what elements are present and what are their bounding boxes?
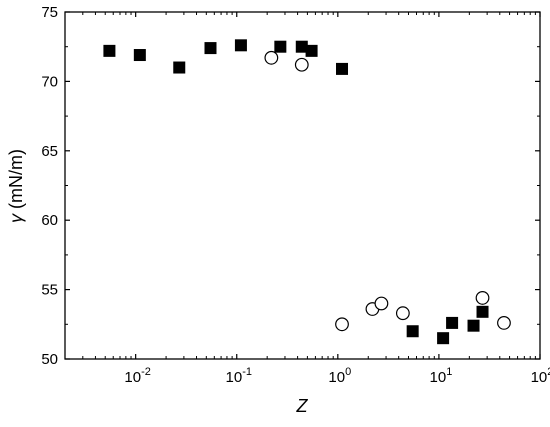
y-tick-label: 65 xyxy=(41,143,58,160)
data-point-filled-square xyxy=(274,40,287,53)
data-point-filled-square xyxy=(103,44,116,57)
data-point-filled-square xyxy=(305,44,318,57)
x-tick-label: 10-2 xyxy=(124,366,150,386)
data-point-filled-square xyxy=(295,40,308,53)
data-point-filled-square xyxy=(133,49,146,62)
x-axis-title: Z xyxy=(296,396,309,416)
data-point-filled-square xyxy=(204,42,217,55)
y-axis-unit: (mN/m) xyxy=(6,149,26,209)
y-tick-label: 70 xyxy=(41,73,58,90)
y-tick-label: 55 xyxy=(41,282,58,299)
x-tick-label: 101 xyxy=(430,366,453,386)
data-point-open-circle xyxy=(374,296,389,311)
y-tick-label: 60 xyxy=(41,212,58,229)
data-point-open-circle xyxy=(264,50,279,65)
data-point-filled-square xyxy=(437,332,450,345)
y-tick-label: 75 xyxy=(41,4,58,21)
data-point-filled-square xyxy=(336,62,349,75)
data-point-open-circle xyxy=(475,291,490,305)
x-tick-label: 102 xyxy=(531,366,550,386)
data-point-open-circle xyxy=(294,57,309,72)
data-point-filled-square xyxy=(476,305,489,318)
data-point-open-circle xyxy=(335,317,349,332)
x-tick-label: 100 xyxy=(328,366,351,386)
data-point-filled-square xyxy=(446,316,459,329)
x-tick-label: 10-1 xyxy=(226,366,252,386)
y-axis-title: γ (mN/m) xyxy=(6,149,26,223)
y-tick-label: 50 xyxy=(41,351,58,368)
data-point-filled-square xyxy=(467,319,480,332)
data-point-open-circle xyxy=(395,306,410,321)
data-point-filled-square xyxy=(406,325,419,338)
data-point-open-circle xyxy=(497,316,511,330)
axis-ticks: 50 55 60 65 70 75 10-2 10-1 100 101 102 xyxy=(41,4,550,386)
data-point-filled-square xyxy=(173,61,186,74)
data-point-filled-square xyxy=(234,39,247,52)
data-marks xyxy=(103,39,511,345)
y-axis-symbol: γ xyxy=(6,213,26,223)
